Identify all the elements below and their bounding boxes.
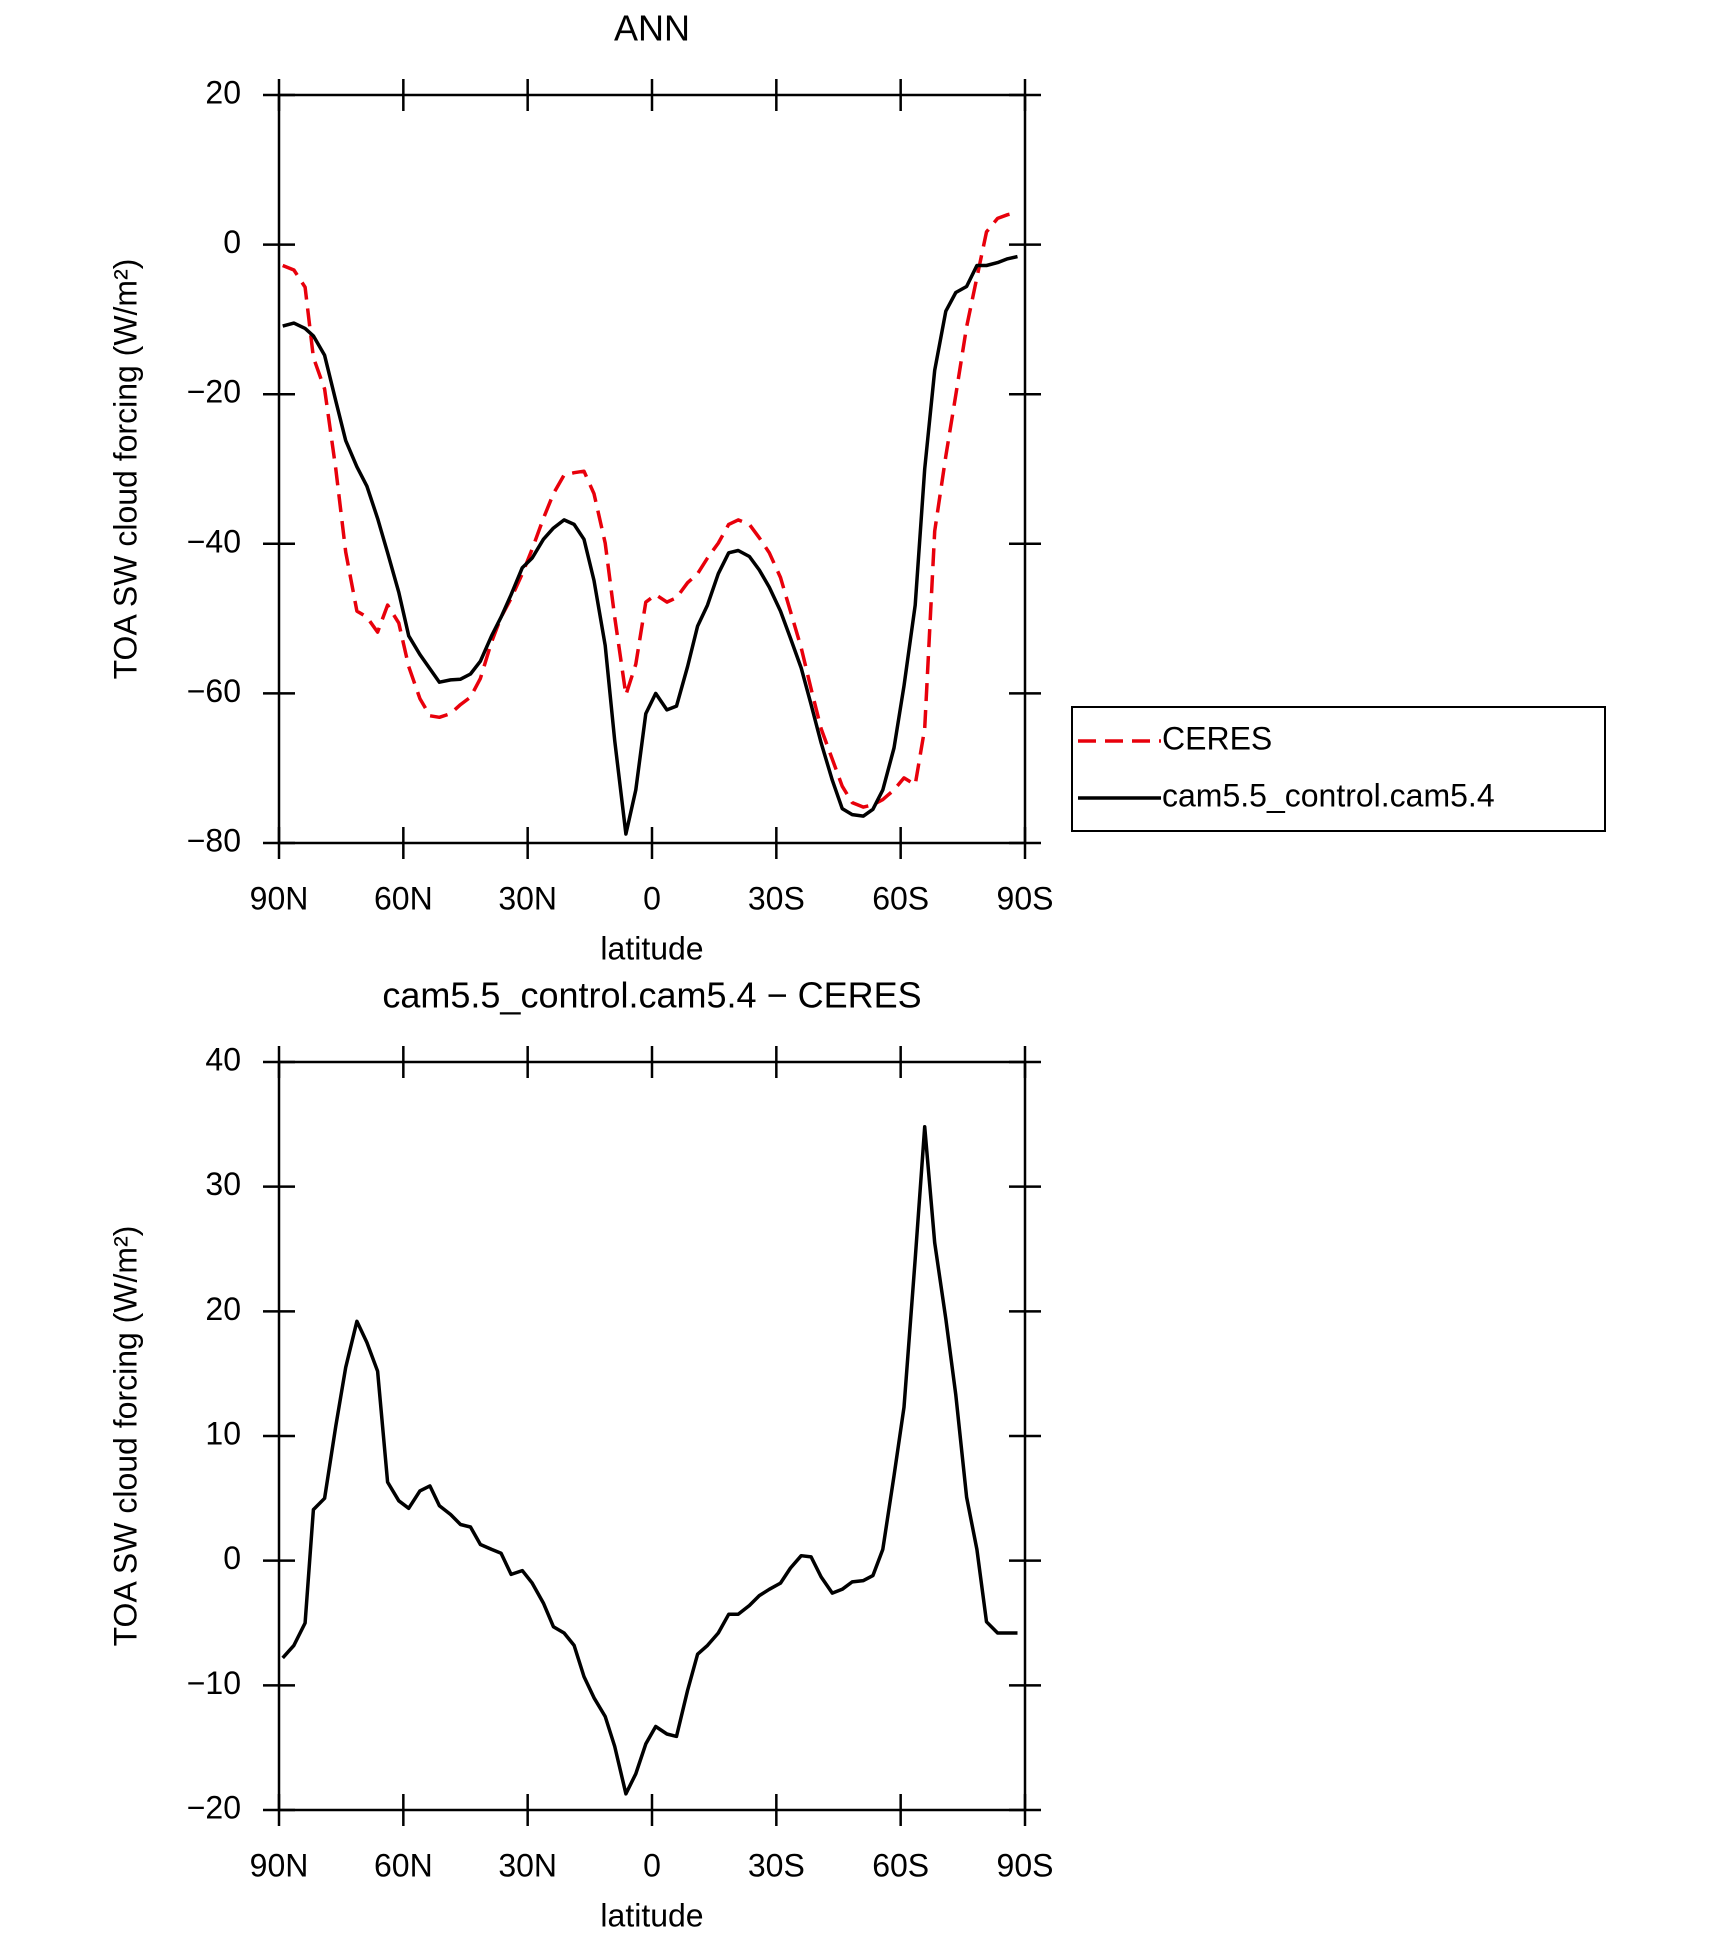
x-tick-label: 30S — [748, 880, 805, 916]
y-tick-label: −60 — [187, 673, 241, 709]
legend-label: cam5.5_control.cam5.4 — [1162, 777, 1495, 813]
x-tick-label: 60S — [872, 880, 929, 916]
x-tick-label: 90N — [250, 1847, 309, 1883]
x-tick-label: 60N — [374, 880, 433, 916]
data-line — [281, 1125, 1018, 1796]
legend-label: CERES — [1162, 720, 1272, 756]
y-tick-label: −20 — [187, 1789, 241, 1825]
y-tick-label: −10 — [187, 1665, 241, 1701]
x-tick-label: 30S — [748, 1847, 805, 1883]
y-tick-label: 0 — [223, 1540, 241, 1576]
x-tick-label: 90S — [997, 880, 1054, 916]
x-axis-label: latitude — [600, 1897, 703, 1933]
y-tick-label: 30 — [205, 1166, 241, 1202]
x-tick-label: 0 — [643, 880, 661, 916]
x-tick-label: 0 — [643, 1847, 661, 1883]
x-tick-label: 90S — [997, 1847, 1054, 1883]
legend-box — [1071, 706, 1606, 832]
y-tick-label: −80 — [187, 822, 241, 858]
y-tick-label: −20 — [187, 374, 241, 410]
x-tick-label: 30N — [498, 1847, 557, 1883]
x-tick-label: 30N — [498, 880, 557, 916]
plot-frame — [277, 93, 1027, 845]
y-axis-label: TOA SW cloud forcing (W/m²) — [107, 1226, 143, 1647]
data-line — [282, 210, 1018, 809]
x-axis-label: latitude — [600, 930, 703, 966]
x-tick-label: 60S — [872, 1847, 929, 1883]
y-tick-label: −40 — [187, 523, 241, 559]
plot-frame — [277, 1060, 1027, 1812]
y-tick-label: 20 — [205, 1291, 241, 1327]
y-tick-label: 0 — [223, 224, 241, 260]
y-tick-label: 20 — [205, 74, 241, 110]
chart-title: ANN — [614, 8, 690, 49]
y-axis-label: TOA SW cloud forcing (W/m²) — [107, 259, 143, 680]
data-line — [282, 254, 1018, 836]
y-tick-label: 10 — [205, 1415, 241, 1451]
x-tick-label: 90N — [250, 880, 309, 916]
x-tick-label: 60N — [374, 1847, 433, 1883]
chart-title: cam5.5_control.cam5.4 − CERES — [382, 975, 921, 1016]
y-tick-label: 40 — [205, 1041, 241, 1077]
